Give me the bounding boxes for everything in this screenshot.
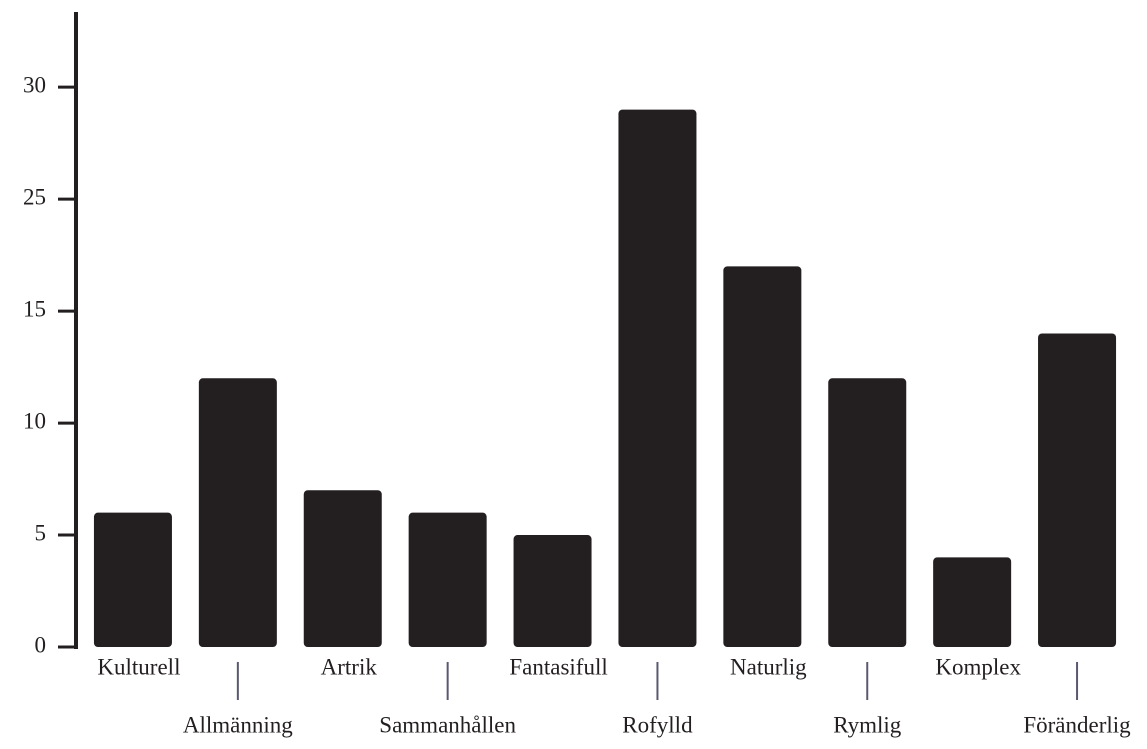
x-tick-label: Allmänning [183, 712, 293, 737]
y-tick-label: 30 [23, 72, 46, 97]
y-tick-label: 0 [35, 632, 47, 657]
bar [408, 512, 487, 647]
x-tick-label: Naturlig [730, 654, 807, 679]
bar [513, 535, 592, 647]
x-tick-label: Sammanhållen [379, 712, 516, 737]
x-tick-label: Rymlig [833, 712, 902, 737]
bar [618, 109, 697, 648]
x-tick-label: Kulturell [97, 654, 180, 679]
y-tick-label: 5 [35, 520, 47, 545]
bar [933, 557, 1012, 647]
bar [723, 266, 802, 647]
y-tick-label: 15 [23, 296, 46, 321]
y-tick-label: 10 [23, 408, 46, 433]
x-tick-label: Rofylld [622, 712, 693, 737]
x-tick-label: Föränderlig [1023, 712, 1131, 737]
y-tick-label: 25 [23, 184, 46, 209]
x-tick-label: Artrik [321, 654, 378, 679]
bar [303, 490, 382, 647]
bar [93, 512, 172, 647]
bar [1038, 333, 1117, 647]
x-tick-label: Fantasifull [509, 654, 607, 679]
bar [198, 378, 277, 647]
bar [828, 378, 907, 647]
x-tick-label: Komplex [935, 654, 1021, 679]
